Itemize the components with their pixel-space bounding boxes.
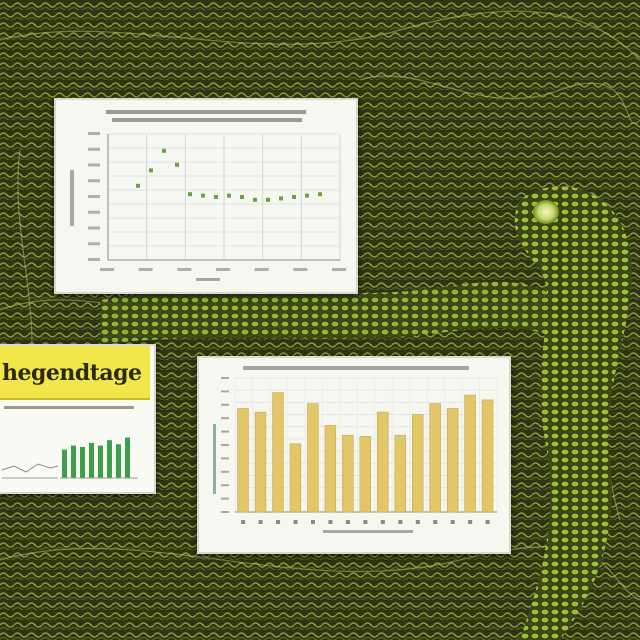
mini-bar — [116, 444, 121, 478]
scatter-point — [136, 183, 140, 188]
y-tick-label — [221, 377, 229, 379]
scatter-point — [305, 193, 309, 198]
x-tick-label — [216, 268, 230, 271]
scatter-point — [227, 193, 231, 198]
x-tick-label — [100, 268, 114, 271]
x-tick-label — [258, 520, 263, 524]
mini-bar — [62, 449, 67, 478]
scatter-chart — [70, 110, 346, 281]
y-tick-label — [221, 444, 229, 446]
scatter-point — [175, 162, 179, 167]
legend-card: hegendtage — [0, 344, 156, 494]
scatter-point — [292, 195, 296, 199]
x-tick-label — [138, 268, 153, 271]
x-tick-label — [345, 520, 350, 524]
legend-caption-line — [4, 406, 134, 409]
mini-bar — [107, 440, 112, 478]
banner: hegendtage — [0, 346, 150, 400]
bar — [237, 408, 249, 513]
mini-bar — [89, 442, 94, 478]
y-tick-label — [88, 210, 100, 214]
bar — [377, 411, 389, 513]
mini-bar — [80, 446, 85, 478]
y-tick-label — [221, 417, 229, 420]
y-tick-label — [221, 470, 229, 473]
creature-eye — [533, 200, 559, 224]
y-tick-label — [88, 258, 100, 261]
scatter-point — [162, 148, 166, 153]
scatter-point — [188, 192, 192, 197]
x-tick-label — [328, 520, 333, 524]
y-tick-label — [221, 430, 229, 433]
bar-chart-panel — [197, 356, 511, 554]
bar — [446, 408, 459, 513]
bar — [429, 403, 441, 513]
mini-bar — [125, 437, 130, 478]
x-tick-label — [254, 268, 269, 271]
y-tick-label — [88, 226, 100, 230]
x-tick-label — [241, 520, 246, 524]
bar — [411, 414, 424, 513]
y-tick-label — [88, 132, 100, 135]
x-tick-label — [450, 520, 455, 524]
x-tick-label — [332, 268, 346, 271]
scatter-point — [279, 196, 283, 201]
bar-chart — [213, 366, 498, 533]
x-axis-label — [323, 530, 413, 533]
bar — [359, 436, 372, 513]
banner-title: hegendtage — [2, 360, 142, 386]
bar — [289, 443, 302, 513]
bar — [254, 411, 267, 513]
y-tick-label — [88, 179, 100, 183]
y-tick-label — [88, 242, 100, 246]
x-tick-label — [433, 520, 438, 524]
x-tick-label — [485, 520, 490, 524]
y-tick-label — [221, 484, 229, 487]
x-tick-label — [310, 520, 315, 524]
x-tick-label — [468, 520, 473, 524]
x-tick-label — [276, 520, 281, 524]
mini-bar — [71, 445, 76, 478]
bar — [464, 394, 476, 513]
scatter-point — [266, 197, 270, 202]
y-tick-label — [221, 457, 229, 460]
y-axis-label — [213, 424, 216, 494]
x-tick-label — [293, 268, 308, 271]
bar — [394, 434, 406, 513]
mini-line — [1, 463, 59, 473]
y-tick-label — [221, 497, 229, 500]
x-tick-label — [415, 520, 420, 524]
chart-subtitle-line — [112, 118, 302, 122]
bar — [342, 434, 354, 513]
chart-title-line — [106, 110, 306, 114]
y-axis-label — [70, 170, 74, 226]
x-tick-label — [398, 520, 403, 524]
x-axis-label — [196, 278, 220, 281]
y-tick-label — [88, 195, 100, 198]
x-tick-label — [380, 520, 385, 524]
y-tick-label — [88, 147, 100, 151]
scatter-point — [253, 197, 257, 202]
x-tick-label — [177, 268, 192, 271]
x-tick-label — [363, 520, 368, 524]
scatter-point — [240, 195, 244, 199]
mini-chart — [1, 406, 138, 479]
y-tick-label — [221, 390, 229, 393]
bar — [272, 392, 284, 513]
y-tick-label — [221, 403, 229, 406]
scatter-point — [214, 195, 218, 199]
mini-bar — [98, 445, 103, 478]
bar — [324, 425, 337, 513]
x-tick-label — [293, 520, 298, 524]
y-tick-label — [88, 163, 100, 167]
bar — [481, 399, 494, 513]
chart-title-line — [243, 366, 469, 370]
y-tick-label — [221, 511, 229, 513]
scatter-point — [318, 192, 322, 197]
scatter-point — [201, 193, 205, 198]
bar — [307, 403, 319, 513]
scatter-point — [149, 168, 153, 173]
scatter-chart-panel — [54, 98, 358, 294]
